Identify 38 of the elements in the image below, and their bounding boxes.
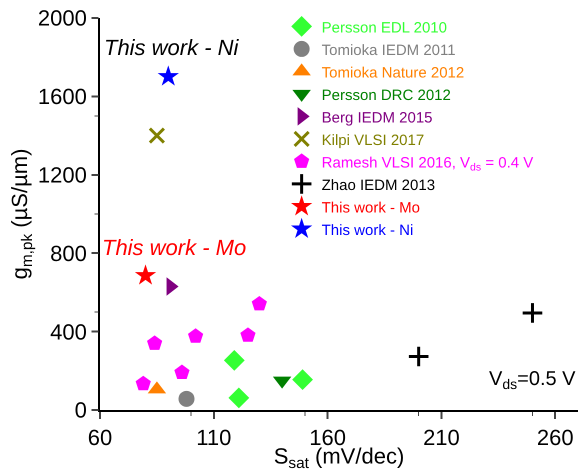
annotation: V$_{ds}$=0.5 V bbox=[489, 368, 576, 392]
point bbox=[292, 369, 313, 390]
x-tick-label: 260 bbox=[536, 425, 574, 450]
point bbox=[148, 127, 166, 144]
x-tick-label: 210 bbox=[423, 425, 460, 450]
point bbox=[521, 302, 544, 324]
legend-label: Persson DRC 2012 bbox=[322, 86, 451, 104]
legend-label: Persson EDL 2010 bbox=[322, 19, 447, 36]
legend-label: Tomioka Nature 2012 bbox=[322, 64, 464, 82]
point bbox=[134, 264, 156, 285]
point bbox=[174, 364, 190, 380]
point bbox=[240, 327, 256, 342]
y-tick-label: 2000 bbox=[38, 6, 87, 31]
point bbox=[224, 350, 245, 371]
point bbox=[147, 335, 162, 350]
y-tick-label: 400 bbox=[50, 319, 87, 344]
legend-label: Tomioka IEDM 2011 bbox=[322, 42, 456, 59]
point bbox=[158, 65, 179, 86]
point bbox=[136, 376, 151, 390]
annotation: This work - Ni bbox=[104, 35, 240, 60]
point bbox=[228, 387, 250, 408]
y-tick-label: 800 bbox=[50, 240, 87, 266]
y-tick-label: 0 bbox=[74, 398, 87, 423]
legend-label: Berg IEDM 2015 bbox=[322, 109, 433, 126]
x-tick-label: 60 bbox=[88, 425, 112, 450]
point bbox=[188, 328, 204, 343]
legend-label: Kilpi VLSI 2017 bbox=[322, 132, 424, 149]
y-tick-label: 1200 bbox=[38, 162, 87, 188]
point bbox=[178, 390, 194, 407]
point bbox=[252, 296, 267, 310]
annotation: This work - Mo bbox=[102, 235, 246, 260]
legend-label: This work - Mo bbox=[322, 199, 420, 216]
point bbox=[407, 345, 430, 368]
x-tick-label: 110 bbox=[196, 425, 232, 450]
legend-label: Ramesh VLSI 2016, V$_{ds}$ = 0.4 V bbox=[322, 154, 534, 174]
legend-label: This work - Ni bbox=[322, 222, 414, 239]
y-tick-label: 1600 bbox=[38, 84, 87, 110]
legend-label: Zhao IEDM 2013 bbox=[322, 176, 436, 194]
